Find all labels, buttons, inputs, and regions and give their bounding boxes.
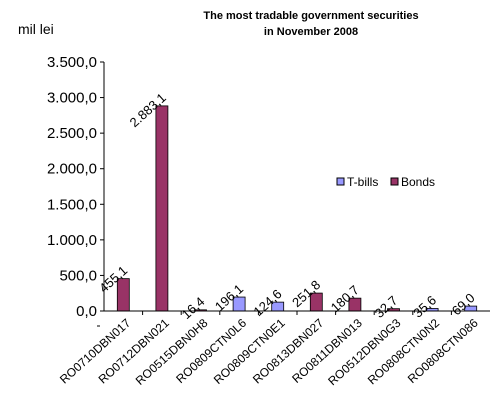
legend-label-bonds: Bonds bbox=[401, 175, 435, 189]
bar-ro0712dbn021 bbox=[155, 105, 169, 312]
legend-swatch-t-bills bbox=[336, 177, 345, 186]
y-axis-label: mil lei bbox=[18, 21, 54, 37]
legend-label-t-bills: T-bills bbox=[347, 175, 378, 189]
y-tick-label: 0,0 bbox=[76, 303, 97, 320]
y-tick-label: 2.500,0 bbox=[47, 125, 97, 142]
y-tick-label: 500,0 bbox=[59, 267, 97, 284]
data-label: 16,4 bbox=[179, 294, 208, 322]
y-tick-label: 2.000,0 bbox=[47, 161, 97, 178]
y-tick-label: 3.000,0 bbox=[47, 90, 97, 107]
legend-swatch-bonds bbox=[390, 177, 399, 186]
legend: T-bills Bonds bbox=[336, 175, 435, 189]
x-tick-label: RO0808CTN086 bbox=[405, 316, 481, 386]
data-label: 32,7 bbox=[372, 293, 401, 321]
y-tick-label: 3.500,0 bbox=[47, 54, 97, 71]
chart-subtitle: in November 2008 bbox=[264, 26, 358, 38]
data-label: 35,6 bbox=[410, 293, 439, 321]
chart-title: The most tradable government securities bbox=[203, 10, 418, 22]
y-tick-label: 1.500,0 bbox=[47, 196, 97, 213]
data-label: 69,0 bbox=[449, 290, 478, 318]
y-tick-label: 1.000,0 bbox=[47, 232, 97, 249]
